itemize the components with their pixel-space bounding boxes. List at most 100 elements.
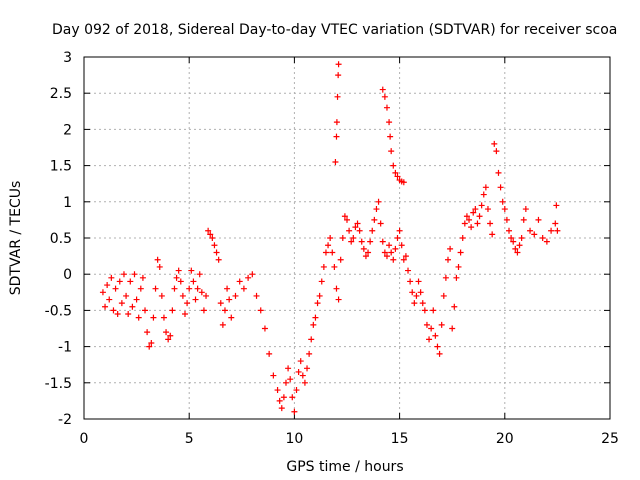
data-point bbox=[386, 242, 393, 249]
data-point bbox=[261, 325, 268, 332]
data-point bbox=[392, 245, 399, 252]
data-point bbox=[137, 285, 144, 292]
data-point bbox=[280, 394, 287, 401]
data-point bbox=[108, 274, 115, 281]
data-point bbox=[337, 256, 344, 263]
data-point bbox=[167, 332, 174, 339]
data-point bbox=[535, 216, 542, 223]
data-point bbox=[266, 350, 273, 357]
data-point bbox=[112, 285, 119, 292]
data-point bbox=[142, 307, 149, 314]
data-point bbox=[346, 227, 353, 234]
grid bbox=[84, 57, 610, 419]
data-point bbox=[310, 321, 317, 328]
data-point bbox=[554, 227, 561, 234]
data-point bbox=[495, 169, 502, 176]
data-point bbox=[224, 285, 231, 292]
data-point bbox=[211, 242, 218, 249]
data-point bbox=[400, 179, 407, 186]
data-point bbox=[150, 314, 157, 321]
data-point bbox=[329, 249, 336, 256]
x-tick-label: 20 bbox=[496, 431, 514, 447]
data-point bbox=[308, 336, 315, 343]
data-point bbox=[472, 206, 479, 213]
y-tick-label: 3 bbox=[63, 50, 72, 66]
data-point bbox=[339, 235, 346, 241]
data-point bbox=[118, 300, 125, 307]
data-point bbox=[135, 314, 142, 321]
data-point bbox=[503, 216, 510, 223]
data-point bbox=[396, 227, 403, 234]
y-tick-label: -1 bbox=[58, 340, 72, 356]
data-point bbox=[127, 278, 134, 285]
data-point bbox=[154, 256, 161, 263]
data-point bbox=[102, 303, 109, 310]
data-point bbox=[405, 267, 412, 274]
data-point bbox=[333, 285, 340, 292]
chart-title: Day 092 of 2018, Sidereal Day-to-day VTE… bbox=[52, 22, 617, 38]
data-point bbox=[379, 86, 386, 93]
data-point bbox=[331, 263, 338, 270]
data-point bbox=[318, 278, 325, 285]
data-point bbox=[196, 271, 203, 278]
data-point bbox=[388, 148, 395, 155]
data-point bbox=[493, 148, 500, 155]
data-point bbox=[506, 227, 513, 234]
data-point bbox=[278, 405, 285, 412]
data-point bbox=[387, 133, 394, 140]
data-point bbox=[489, 231, 496, 238]
data-point bbox=[381, 93, 388, 100]
data-point bbox=[447, 245, 454, 252]
data-point bbox=[312, 314, 319, 321]
x-axis: 0 5 10 15 20 25 bbox=[80, 57, 619, 447]
data-point bbox=[226, 296, 233, 303]
data-point bbox=[287, 376, 294, 383]
data-point bbox=[198, 289, 205, 296]
data-point bbox=[327, 235, 334, 241]
x-tick-label: 10 bbox=[285, 431, 303, 447]
data-point bbox=[165, 336, 172, 343]
x-tick-label: 0 bbox=[80, 431, 89, 447]
data-point bbox=[186, 285, 193, 292]
data-point bbox=[552, 220, 559, 227]
data-point bbox=[514, 249, 521, 256]
data-point bbox=[480, 191, 487, 198]
data-point bbox=[148, 339, 155, 346]
data-point bbox=[190, 278, 197, 285]
data-point bbox=[402, 253, 409, 260]
data-point bbox=[377, 220, 384, 227]
data-point bbox=[484, 206, 491, 213]
data-point bbox=[411, 300, 418, 307]
data-point bbox=[114, 311, 121, 318]
data-point bbox=[253, 292, 260, 299]
data-point bbox=[539, 235, 546, 241]
data-point bbox=[430, 307, 437, 314]
data-point bbox=[203, 292, 210, 299]
data-point bbox=[297, 358, 304, 365]
data-point bbox=[221, 307, 228, 314]
data-point bbox=[457, 249, 464, 256]
y-tick-label: 2 bbox=[63, 122, 72, 138]
data-point bbox=[512, 245, 519, 252]
data-point bbox=[390, 162, 397, 169]
data-point bbox=[451, 303, 458, 310]
data-point bbox=[426, 336, 433, 343]
data-point bbox=[520, 216, 527, 223]
data-point bbox=[392, 169, 399, 176]
data-point bbox=[314, 300, 321, 307]
data-point bbox=[139, 274, 146, 281]
data-point bbox=[497, 184, 504, 191]
data-point bbox=[543, 238, 550, 245]
data-point bbox=[282, 379, 289, 386]
data-point bbox=[421, 307, 428, 314]
data-point bbox=[163, 329, 170, 336]
data-point bbox=[322, 249, 329, 256]
data-point bbox=[470, 209, 477, 216]
data-point bbox=[217, 300, 224, 307]
data-point bbox=[316, 292, 323, 299]
data-point bbox=[257, 307, 264, 314]
data-point bbox=[160, 314, 167, 321]
data-point bbox=[110, 307, 117, 314]
data-point bbox=[352, 224, 359, 231]
data-point bbox=[179, 292, 186, 299]
